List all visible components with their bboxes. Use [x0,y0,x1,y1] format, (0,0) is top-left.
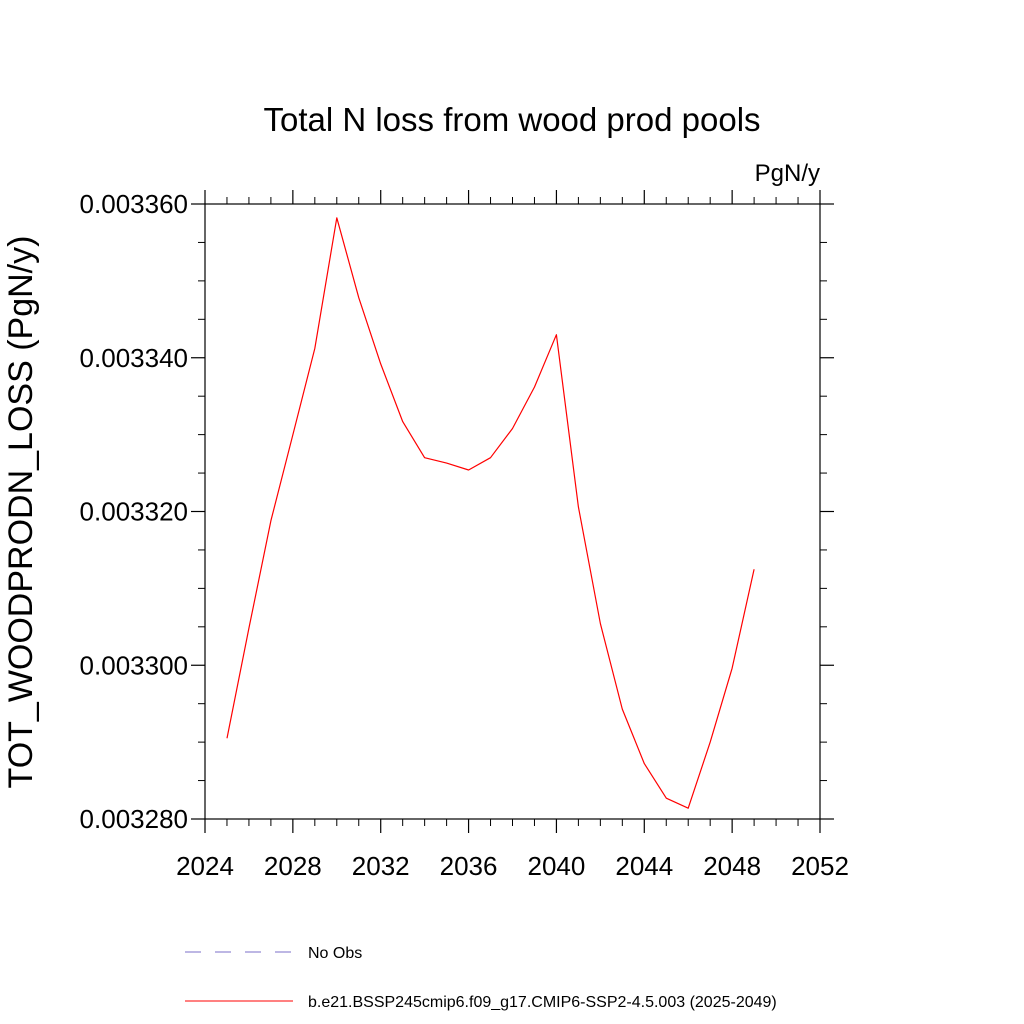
series-layer [226,217,755,809]
x-tick-labels: 2024 2028 2032 2036 2040 2044 2048 2052 [176,851,849,881]
legend-label: No Obs [308,945,362,962]
y-axis-label: TOT_WOODPRODN_LOSS (PgN/y) [2,236,40,789]
y-tick-label: 0.003300 [80,650,188,680]
x-tick-label: 2032 [352,851,410,881]
x-tick-label: 2044 [615,851,673,881]
chart-title: Total N loss from wood prod pools [263,101,760,138]
x-tick-label: 2028 [264,851,322,881]
x-tick-label: 2052 [791,851,849,881]
series-line [226,217,755,809]
legend: No Obs b.e21.BSSP245cmip6.f09_g17.CMIP6-S… [185,945,777,1011]
x-tick-label: 2024 [176,851,234,881]
y-tick-labels: 0.003280 0.003300 0.003320 0.003340 0.003360 [80,189,188,834]
units-label: PgN/y [755,160,820,187]
x-tick-label: 2048 [703,851,761,881]
x-tick-label: 2040 [528,851,586,881]
plot-frame [204,203,821,820]
y-tick-label: 0.003280 [80,804,188,834]
x-tick-label: 2036 [440,851,498,881]
y-tick-label: 0.003340 [80,343,188,373]
legend-label: b.e21.BSSP245cmip6.f09_g17.CMIP6-SSP2-4.… [308,994,777,1011]
y-tick-label: 0.003320 [80,497,188,527]
axis-ticks [191,190,834,833]
y-tick-label: 0.003360 [80,189,188,219]
